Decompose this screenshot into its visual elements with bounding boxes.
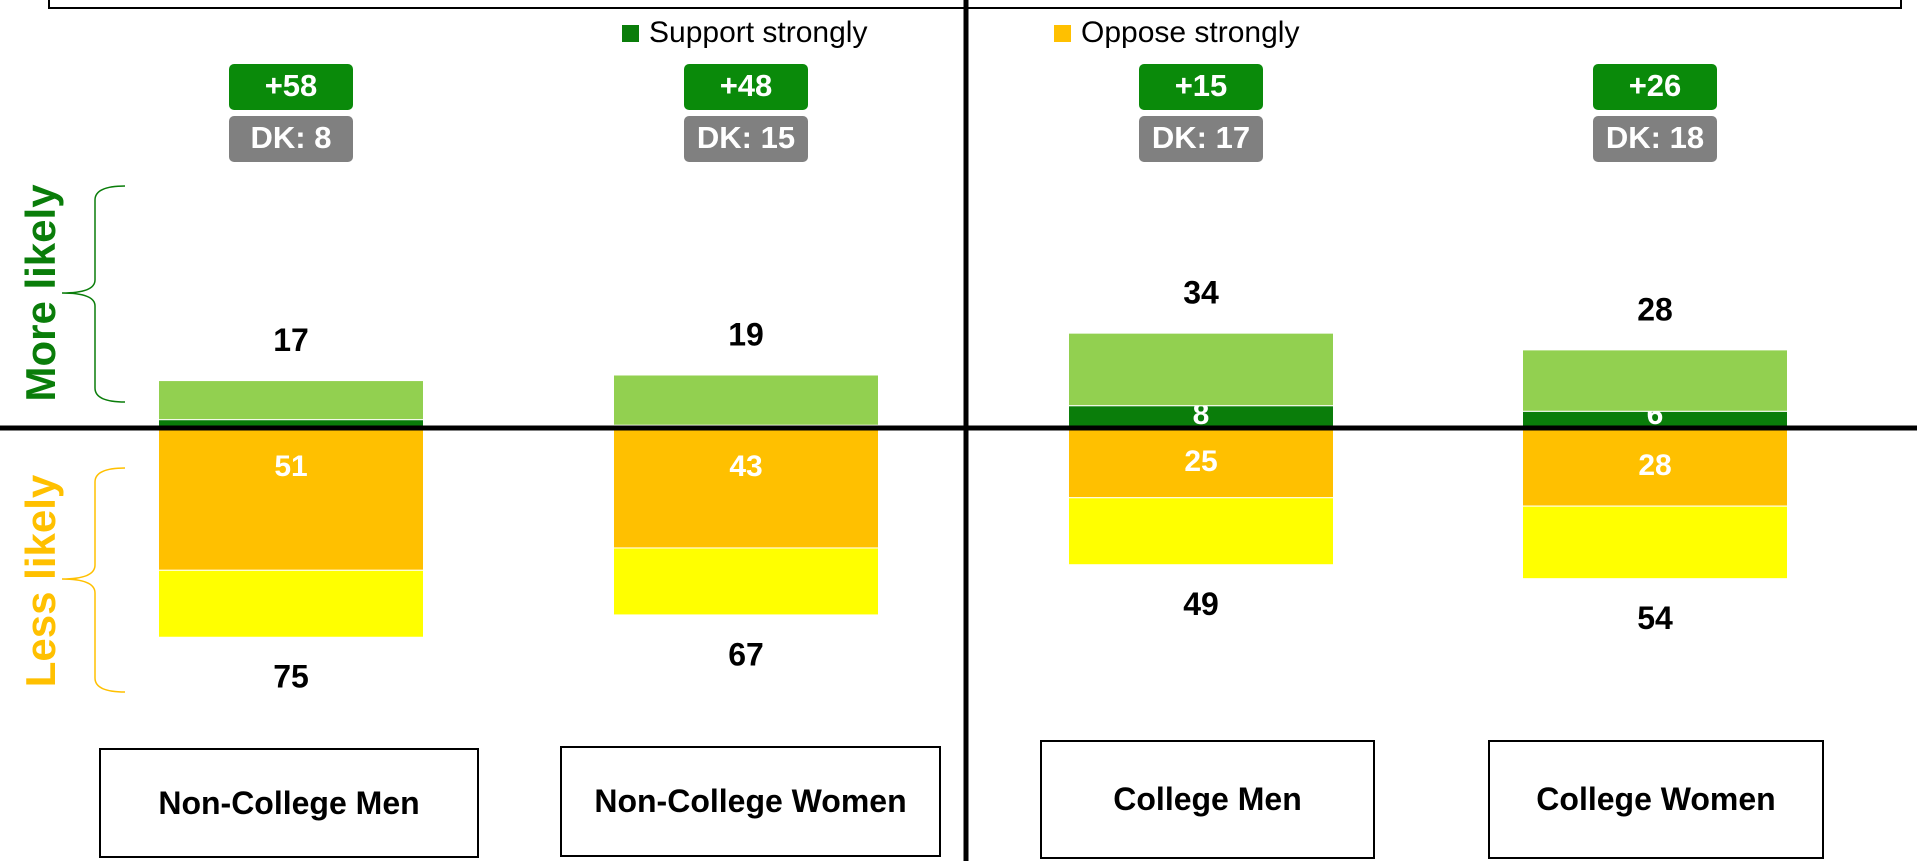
net-box: [1593, 64, 1717, 110]
bar-segment: [613, 547, 879, 616]
bar-segment: [1522, 349, 1788, 412]
bar-segment: [158, 569, 424, 638]
dk-box: [1593, 116, 1717, 162]
bar-segment: [1068, 497, 1334, 566]
segment-label: 43: [729, 450, 762, 483]
dk-label: DK: 17: [1152, 120, 1250, 155]
net-label: +58: [265, 68, 318, 103]
net-box: [229, 64, 353, 110]
bar-segment: [1068, 427, 1334, 499]
total-label: 19: [728, 316, 764, 352]
legend-label: Oppose strongly: [1081, 16, 1299, 49]
dk-label: DK: 18: [1606, 120, 1704, 155]
bar-segment: [1068, 332, 1334, 407]
total-label: 67: [728, 636, 764, 672]
brace-up: [61, 185, 126, 403]
legend-swatch: [1054, 25, 1071, 42]
net-label: +48: [720, 68, 773, 103]
dk-box: [684, 116, 808, 162]
segment-label: 25: [1184, 445, 1217, 478]
bar-segment: [1522, 427, 1788, 507]
side-label-down: Less likely: [17, 474, 64, 687]
bar-segment: [613, 427, 879, 549]
side-label-up: More likely: [17, 184, 64, 402]
total-label: 75: [273, 659, 309, 695]
dk-label: DK: 15: [697, 120, 795, 155]
category-label: Non-College Women: [594, 783, 907, 820]
bar-segment: [613, 374, 879, 426]
category-box: College Women: [1488, 740, 1824, 859]
category-box: College Men: [1040, 740, 1375, 859]
bar-segment: [158, 380, 424, 421]
category-box: Non-College Women: [560, 746, 941, 857]
top-frame: [48, 0, 1902, 9]
total-label: 54: [1637, 600, 1673, 636]
dk-label: DK: 8: [251, 120, 332, 155]
segment-label: 51: [274, 450, 307, 483]
legend-label: Support strongly: [649, 16, 867, 49]
total-label: 34: [1183, 275, 1219, 311]
bar-segment: [1522, 505, 1788, 580]
dk-box: [1139, 116, 1263, 162]
net-box: [684, 64, 808, 110]
category-label: College Men: [1113, 781, 1302, 818]
net-label: +26: [1629, 68, 1682, 103]
legend-swatch: [622, 25, 639, 42]
category-label: Non-College Men: [158, 784, 420, 821]
total-label: 49: [1183, 586, 1219, 622]
segment-label: 28: [1638, 449, 1671, 482]
category-label: College Women: [1536, 781, 1776, 818]
brace-down: [61, 467, 126, 693]
category-box: Non-College Men: [99, 748, 479, 858]
total-label: 17: [273, 322, 309, 358]
bar-segment: [158, 427, 424, 571]
net-box: [1139, 64, 1263, 110]
net-label: +15: [1175, 68, 1228, 103]
total-label: 28: [1637, 291, 1673, 327]
dk-box: [229, 116, 353, 162]
